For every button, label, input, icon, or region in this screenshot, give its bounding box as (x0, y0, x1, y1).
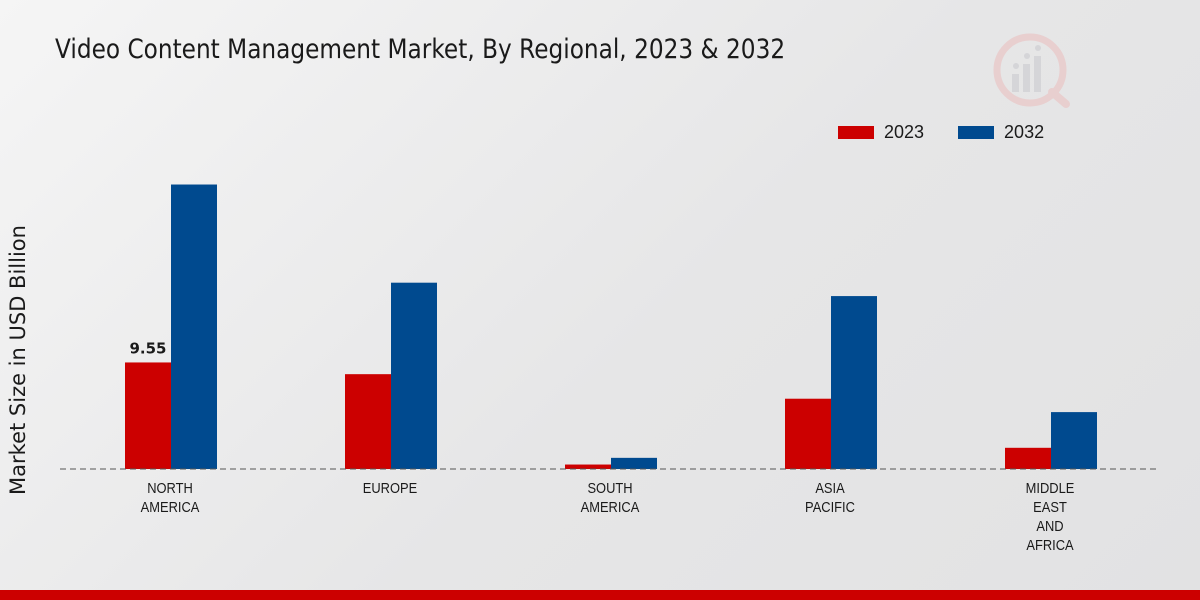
bar-2023-middle-east-and-africa (1005, 447, 1051, 469)
legend-swatch-2023 (838, 126, 874, 139)
x-tick-label: NORTH (147, 479, 193, 496)
bar-2032-middle-east-and-africa (1051, 412, 1097, 469)
data-label: 9.55 (129, 339, 166, 357)
x-tick-label: AMERICA (141, 498, 200, 515)
chart-title: Video Content Management Market, By Regi… (55, 34, 786, 65)
legend-item-2023: 2023 (838, 122, 924, 143)
bar-2032-europe (391, 282, 437, 469)
x-tick-label: ASIA (815, 479, 845, 496)
legend-item-2032: 2032 (958, 122, 1044, 143)
company-logo-icon (993, 33, 1070, 108)
bar-2032-asia-pacific (831, 296, 877, 469)
x-tick-label: PACIFIC (805, 498, 855, 515)
x-tick-label: MIDDLE (1026, 479, 1075, 496)
bar-2032-south-america (611, 457, 657, 469)
bar-2032-north-america (171, 184, 217, 469)
x-tick-label: AMERICA (581, 498, 640, 515)
legend-label-2023: 2023 (884, 122, 925, 142)
bar-2023-south-america (565, 464, 611, 469)
x-tick-label: SOUTH (587, 479, 632, 496)
legend-swatch-2032 (958, 126, 995, 139)
legend-label-2032: 2032 (1004, 122, 1045, 142)
bottom-accent-bar (0, 590, 1200, 600)
bar-2023-asia-pacific (785, 398, 831, 469)
bar-2023-europe (345, 374, 391, 469)
x-tick-label: EUROPE (363, 479, 417, 496)
x-tick-label: EAST (1033, 498, 1067, 515)
legend: 2023 2032 (838, 122, 1044, 143)
x-tick-label: AND (1036, 517, 1063, 534)
x-tick-label: AFRICA (1026, 536, 1074, 553)
bar-2023-north-america (125, 362, 171, 469)
